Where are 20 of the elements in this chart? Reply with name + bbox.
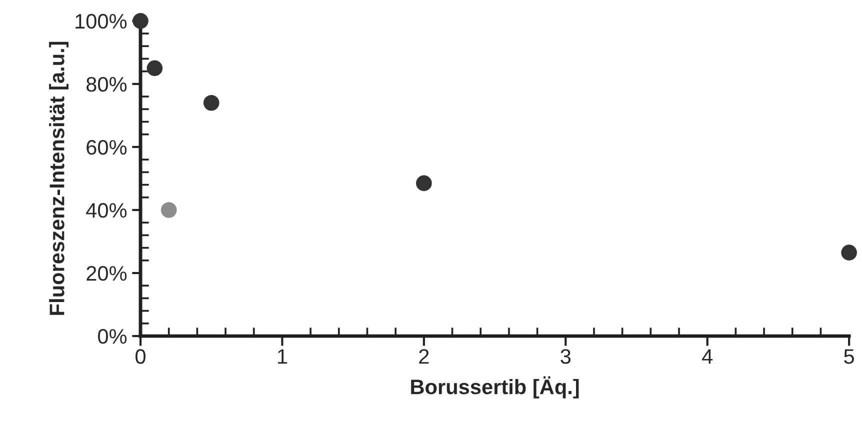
point <box>132 13 148 29</box>
x-tick-label: 4 <box>702 349 713 364</box>
point <box>203 94 220 111</box>
x-tick-label: 1 <box>278 349 287 364</box>
x-tick-label: 2 <box>419 349 429 364</box>
x-tick-label: 5 <box>844 349 854 364</box>
point <box>146 60 163 76</box>
y-axis-title: Fluoreszenz-Intensität [a.u.] <box>49 42 68 315</box>
y-tick-label: 80% <box>86 76 127 92</box>
x-tick-label: 0 <box>136 349 146 364</box>
x-axis-title: Borussertib [Äq.] <box>411 376 579 398</box>
y-tick-label: 100% <box>76 14 127 29</box>
point <box>841 244 857 260</box>
y-tick-label: 20% <box>86 266 127 281</box>
point <box>160 202 177 218</box>
x-tick-label: 3 <box>560 349 571 364</box>
y-tick-label: 60% <box>86 140 127 155</box>
point <box>416 175 432 192</box>
y-tick-label: 40% <box>86 203 127 218</box>
y-tick-label: 0% <box>98 329 127 344</box>
